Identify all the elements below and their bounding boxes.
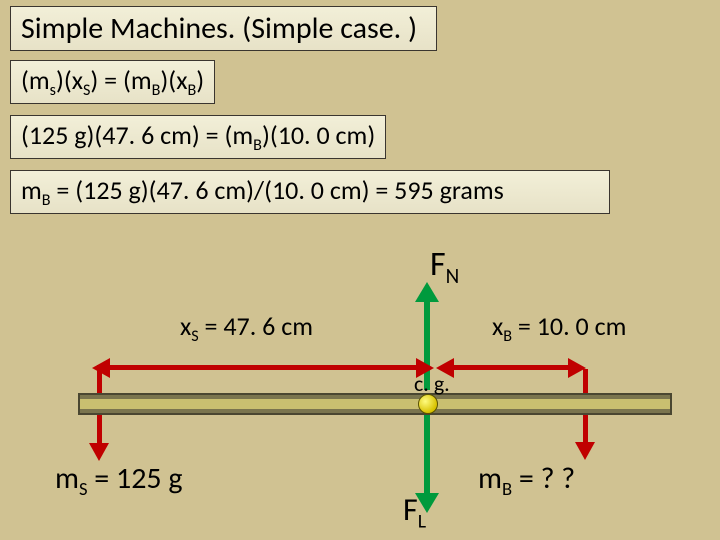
equation-2-box: (125 g)(47. 6 cm) = (mB)(10. 0 cm) [10,115,386,159]
ms-label: mS = 125 g [55,460,183,500]
equation-1-box: (ms)(xS) = (mB)(xB) [10,60,215,104]
lever-diagram: FN xS = 47. 6 cm xB = 10. 0 cm c. g. FL … [0,250,720,540]
equation-3-text: mB = (125 g)(47. 6 cm)/(10. 0 cm) = 595 … [21,174,504,206]
fl-label: FL [403,490,426,533]
lever-bar [80,395,670,413]
equation-2-text: (125 g)(47. 6 cm) = (mB)(10. 0 cm) [21,119,375,151]
xb-span-arrow-icon [452,365,570,370]
equation-1-text: (ms)(xS) = (mB)(xB) [21,64,204,96]
load-force-arrow-icon [424,415,430,495]
title-text: Simple Machines. (Simple case. ) [21,10,417,47]
mb-label: mB = ? ? [478,460,575,500]
xs-label: xS = 47. 6 cm [180,310,313,346]
xb-label: xB = 10. 0 cm [492,310,626,346]
cg-label: c. g. [414,370,450,397]
fulcrum-icon [418,394,438,414]
xs-span-arrow-icon [108,365,418,370]
title-box: Simple Machines. (Simple case. ) [10,6,437,51]
equation-3-box: mB = (125 g)(47. 6 cm)/(10. 0 cm) = 595 … [10,170,610,214]
